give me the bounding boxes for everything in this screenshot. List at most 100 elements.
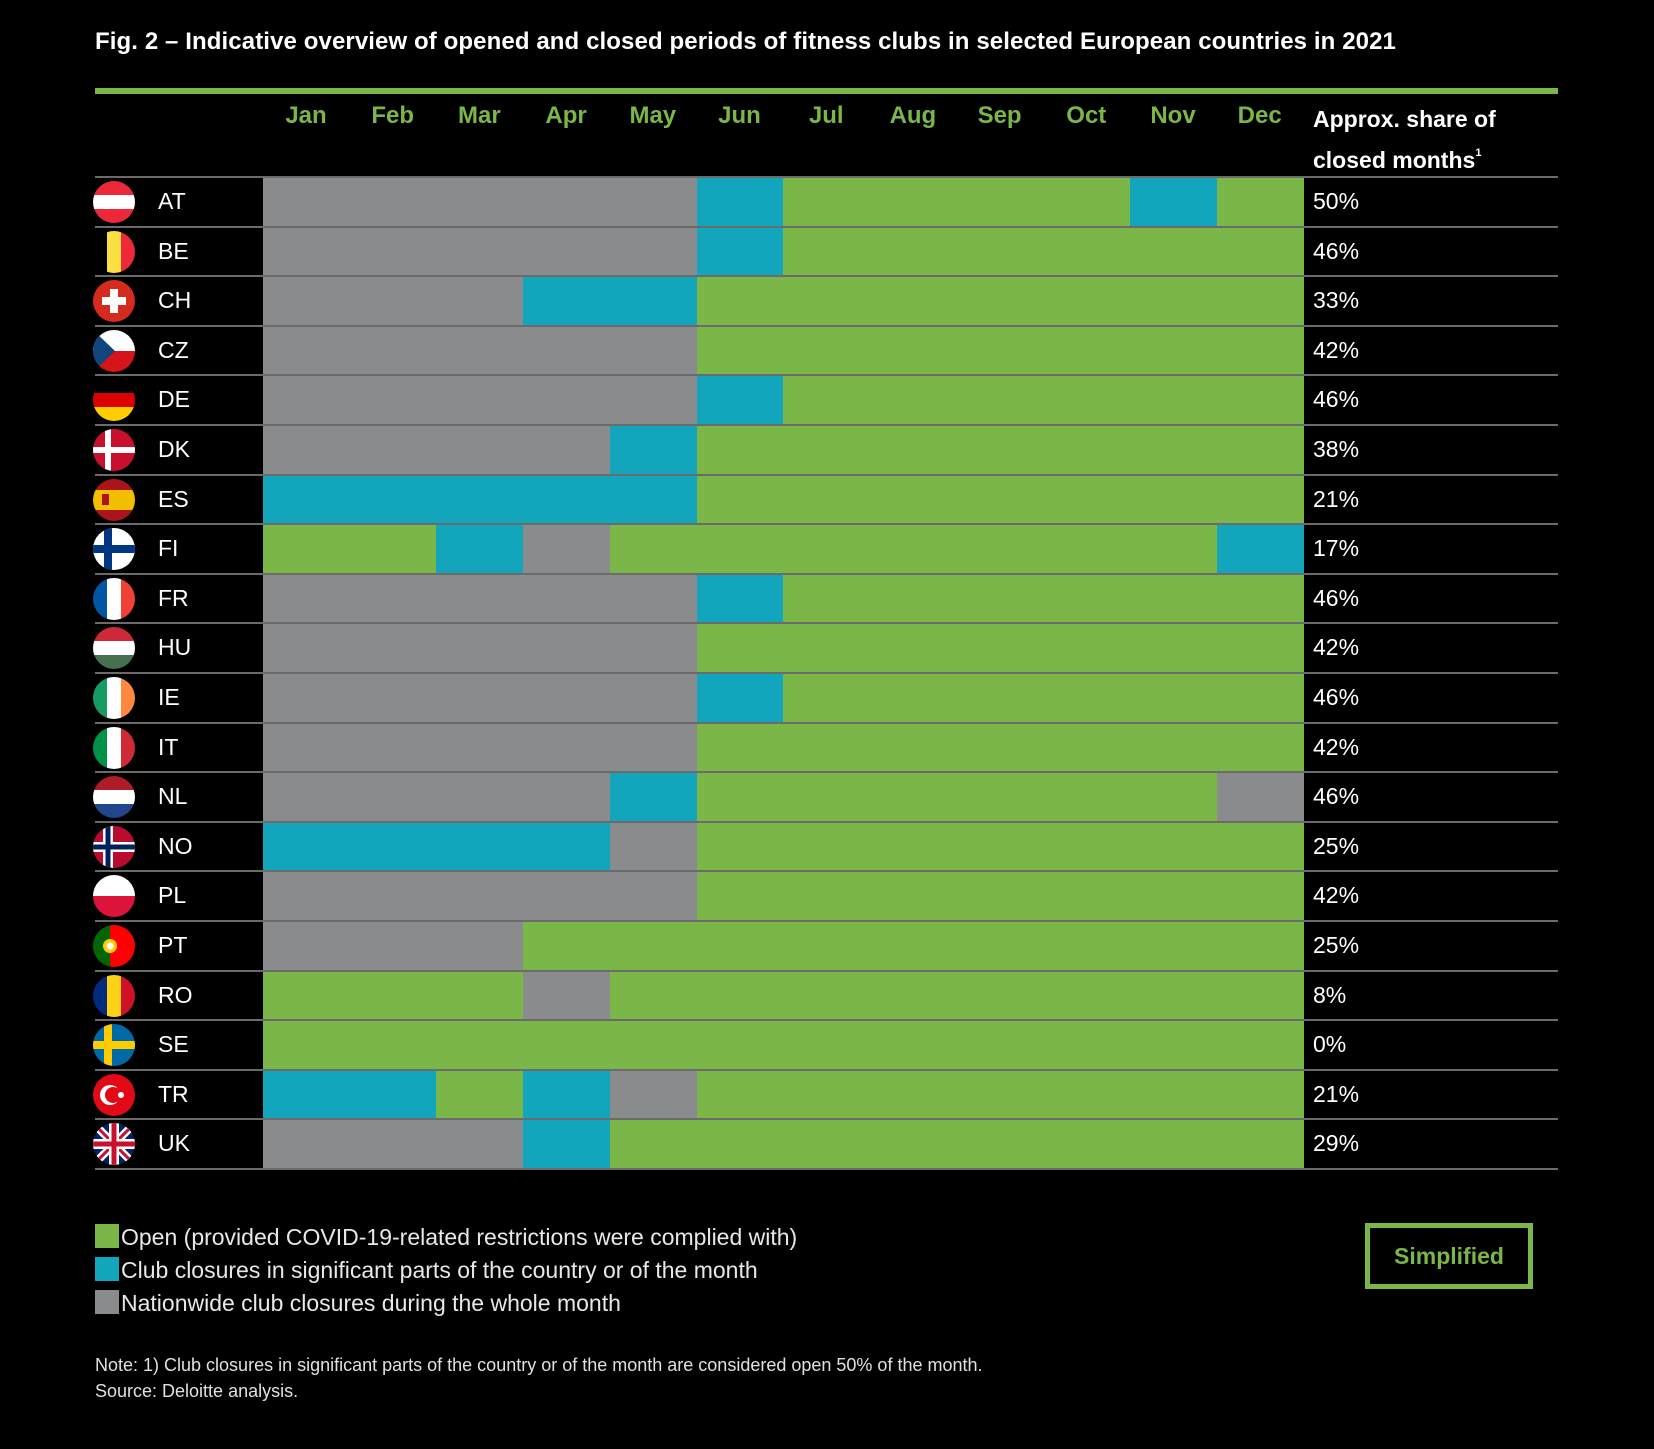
status-cell-at-dec xyxy=(1216,178,1304,226)
status-cell-pt-jul xyxy=(783,922,871,970)
status-cell-cz-oct xyxy=(1043,326,1131,375)
row-divider xyxy=(95,920,1558,922)
status-cell-de-apr xyxy=(523,376,611,424)
status-cell-de-jan xyxy=(263,376,351,424)
status-cell-fi-apr xyxy=(523,525,611,573)
status-cell-ro-sep xyxy=(956,971,1044,1020)
status-cell-ch-mar xyxy=(436,277,524,325)
status-cell-fr-jul xyxy=(783,574,871,623)
status-cell-fr-aug xyxy=(869,574,958,623)
country-code: PL xyxy=(158,882,187,909)
status-cell-uk-nov xyxy=(1130,1120,1218,1168)
status-cell-ie-aug xyxy=(869,674,958,722)
status-cell-no-oct xyxy=(1043,822,1131,871)
status-cell-pt-mar xyxy=(436,922,524,970)
status-cell-pt-nov xyxy=(1130,922,1218,970)
status-cell-de-nov xyxy=(1130,376,1218,424)
status-cell-es-feb xyxy=(349,475,437,524)
status-cell-es-oct xyxy=(1043,475,1131,524)
spain-flag-icon xyxy=(93,478,135,521)
status-cell-ro-may xyxy=(609,971,698,1020)
status-cell-ch-jul xyxy=(783,277,871,325)
status-cell-at-sep xyxy=(956,178,1044,226)
status-cell-uk-jan xyxy=(263,1120,351,1168)
status-cell-at-jun xyxy=(696,178,784,226)
status-cell-es-jun xyxy=(696,475,784,524)
row-divider xyxy=(95,176,1558,178)
status-cell-no-mar xyxy=(436,822,524,871)
status-cell-be-oct xyxy=(1043,227,1131,276)
status-cell-de-dec xyxy=(1216,376,1304,424)
status-cell-cz-jun xyxy=(696,326,784,375)
status-cell-it-oct xyxy=(1043,723,1131,772)
month-label-oct: Oct xyxy=(1066,102,1107,129)
row-divider xyxy=(95,870,1558,873)
status-cell-tr-jan xyxy=(263,1070,351,1119)
status-cell-pt-dec xyxy=(1216,922,1304,970)
status-cell-tr-aug xyxy=(869,1070,958,1119)
status-cell-dk-jan xyxy=(263,426,351,474)
status-cell-se-dec xyxy=(1216,1021,1304,1069)
country-code: IT xyxy=(158,733,179,760)
status-cell-pl-oct xyxy=(1043,872,1131,920)
status-cell-ie-may xyxy=(609,674,698,722)
status-cell-fi-oct xyxy=(1043,525,1131,573)
month-label-feb: Feb xyxy=(371,102,415,129)
status-cell-hu-mar xyxy=(436,624,524,672)
status-cell-tr-feb xyxy=(349,1070,437,1119)
country-code: IE xyxy=(158,684,180,710)
status-cell-be-may xyxy=(609,227,698,276)
status-cell-se-jul xyxy=(783,1021,871,1069)
share-column-header: Approx. share of closed months1 xyxy=(1313,102,1496,177)
status-cell-fr-nov xyxy=(1130,574,1218,623)
status-cell-be-jan xyxy=(263,227,351,276)
status-cell-pt-aug xyxy=(869,922,958,970)
status-cell-fi-dec xyxy=(1216,525,1304,573)
status-cell-hu-jul xyxy=(783,624,871,672)
status-cell-at-jan xyxy=(263,178,351,226)
status-cell-cz-may xyxy=(609,326,698,375)
closed-share-value: 46% xyxy=(1313,237,1360,264)
status-cell-nl-aug xyxy=(869,773,958,821)
status-cell-cz-mar xyxy=(436,326,524,375)
row-divider xyxy=(95,1118,1558,1121)
status-cell-ch-jan xyxy=(263,277,351,325)
month-label-jul: Jul xyxy=(808,102,844,129)
row-divider xyxy=(95,820,1558,823)
finland-flag-icon xyxy=(93,528,135,571)
status-cell-cz-sep xyxy=(956,326,1044,375)
status-cell-at-apr xyxy=(523,178,611,226)
status-cell-ch-jun xyxy=(696,277,784,325)
status-cell-fr-feb xyxy=(349,574,437,623)
month-label-nov: Nov xyxy=(1150,102,1196,129)
status-cell-no-jan xyxy=(263,822,351,871)
sweden-flag-icon xyxy=(93,1024,135,1067)
country-code: FR xyxy=(158,584,189,611)
status-cell-tr-apr xyxy=(523,1070,611,1119)
status-cell-nl-feb xyxy=(349,773,437,821)
portugal-flag-icon xyxy=(93,925,135,967)
status-cell-cz-dec xyxy=(1216,326,1304,375)
status-cell-no-jul xyxy=(783,822,871,871)
closed-share-value: 21% xyxy=(1313,485,1360,512)
status-cell-uk-oct xyxy=(1043,1120,1131,1168)
status-cell-es-jan xyxy=(263,475,351,524)
status-cell-uk-may xyxy=(609,1120,698,1168)
status-cell-fi-nov xyxy=(1130,525,1218,573)
status-cell-uk-jun xyxy=(696,1120,784,1168)
status-cell-at-oct xyxy=(1043,178,1131,226)
status-cell-ie-jun xyxy=(696,674,784,722)
legend-item-p: Club closures in significant parts of th… xyxy=(95,1257,758,1284)
closed-share-value: 42% xyxy=(1313,336,1360,363)
status-cell-fr-sep xyxy=(956,574,1044,623)
status-cell-it-jan xyxy=(263,723,351,772)
status-cell-pl-mar xyxy=(436,872,524,920)
status-cell-no-nov xyxy=(1130,822,1218,871)
month-label-jan: Jan xyxy=(285,102,327,129)
status-cell-nl-oct xyxy=(1043,773,1131,821)
status-cell-se-mar xyxy=(436,1021,524,1069)
status-cell-pl-jan xyxy=(263,872,351,920)
status-cell-pl-apr xyxy=(523,872,611,920)
status-cell-pt-jun xyxy=(696,922,784,970)
legend-swatch xyxy=(95,1257,119,1281)
